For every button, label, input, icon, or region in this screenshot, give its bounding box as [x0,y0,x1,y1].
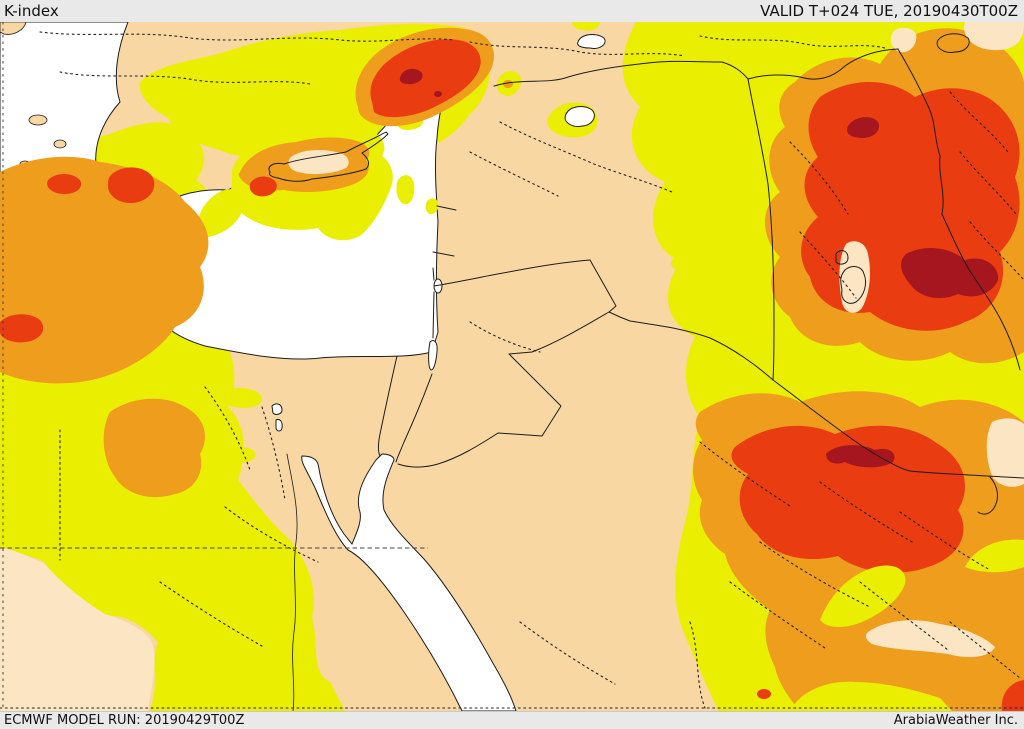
border-turkey-iraq [747,48,899,80]
dotted-line [59,71,311,85]
contour-yellow-channel [820,565,906,627]
border-jordan-river [395,267,435,463]
header-bar: K-index VALID T+024 TUE, 20190430T00Z [0,0,1024,22]
border-jordan-iraq [589,259,774,381]
contour-darkred-turkey [399,68,423,85]
dotted-line [949,91,1009,153]
dotted-line [469,41,686,57]
contour-yellow-spot [216,388,263,408]
page-title: K-index [4,2,59,20]
dotted-line [519,621,616,685]
admin-boundaries-dotted [0,31,1024,709]
dotted-line [689,621,706,709]
dotted-line [261,406,286,501]
lake-tharthar-outline [840,266,867,304]
contour-yellow-channel [965,539,1024,573]
contour-red-cyprus-spot [249,176,277,197]
contour-darkred-iraq [901,248,999,299]
border-turkey-syria [493,60,749,87]
contour-red-saudi [731,425,966,573]
contour-red-turkey [370,39,481,118]
dotted-line [469,321,541,353]
contour-yellow-levant-spot [425,198,439,215]
footer-bar: ECMWF MODEL RUN: 20190429T00Z ArabiaWeat… [0,711,1024,729]
model-run-label: ECMWF MODEL RUN: 20190429T00Z [4,713,245,728]
dotted-line [969,221,1024,281]
contour-yellow-spot [221,425,243,439]
cream-patches [0,22,1024,711]
dotted-line [499,121,673,193]
river-nile [286,453,298,711]
border-iraq-saudi [772,379,1024,479]
graticule-lines [0,22,428,711]
contour-darkred-northeast-small [846,117,880,138]
contour-orange-dot [503,80,513,88]
contour-red-dot [757,689,771,699]
contour-red-west-spot [108,167,155,204]
contour-red-corner [1001,680,1024,711]
cream-saudi-patch [865,620,995,658]
country-borders [268,48,1024,711]
sea-red-sea [301,453,517,711]
border-jordan-saudi [397,311,610,468]
contour-yellow-spot [231,447,256,463]
dotted-line [859,581,949,651]
contour-yellow-cyprus-tail [197,189,245,237]
dotted-line [799,231,857,299]
contour-red-west-edge [0,314,44,343]
dotted-line [159,581,263,647]
border-cyprus-coast [268,131,389,182]
dotted-line [729,581,826,649]
contour-yellow-channel [790,681,952,711]
dotted-line [959,151,1017,215]
lake-turkey-south [564,106,595,127]
dotted-line [204,386,251,471]
lake-dead-sea [428,339,438,371]
border-lebanon [432,205,457,257]
cream-right-edge [986,418,1024,487]
k-index-map [0,22,1024,711]
contour-orange-west-med [0,156,209,384]
border-kuwait [977,476,998,515]
dotted-line [39,31,456,42]
island [28,114,48,126]
dotted-line [224,506,319,563]
contour-darkred-dot [434,91,442,97]
contour-yellow-spot [572,22,600,31]
cream-ne-corner [964,22,1024,51]
contour-yellow-spot [671,251,705,272]
dotted-line [699,441,791,507]
island [53,139,67,149]
lake-outlines [835,33,970,304]
contour-red-northeast [801,82,1020,331]
lake-habbaniyah-outline [835,250,849,265]
dotted-line [699,35,886,49]
dotted-line [949,621,1021,679]
border-syria-iraq [747,78,775,381]
contour-layer-darkred [399,68,999,468]
contour-darkred-saudi [826,445,895,468]
lake-van-outline [936,33,970,53]
dotted-line [819,481,913,543]
cream-spot [890,27,917,53]
validity-timestamp: VALID T+024 TUE, 20190430T00Z [760,2,1018,20]
island [0,22,27,35]
dotted-line [469,151,559,197]
cream-cyprus-interior [288,150,349,175]
cream-southwest-corner [0,547,155,711]
lake-bitter [271,403,283,432]
border-israel-egypt [378,355,398,457]
border-syria-jordan [433,259,591,287]
contour-yellow-levant-spot [396,175,415,205]
lake-tuz [577,34,606,49]
contour-orange-egypt [103,398,205,498]
branding-label: ArabiaWeather Inc. [893,713,1018,728]
border-iran [897,48,1021,371]
dotted-line [899,511,991,571]
contour-red-west-spot [47,174,82,194]
map-container [0,22,1024,711]
contour-layer-yellow-channels [790,539,1024,711]
